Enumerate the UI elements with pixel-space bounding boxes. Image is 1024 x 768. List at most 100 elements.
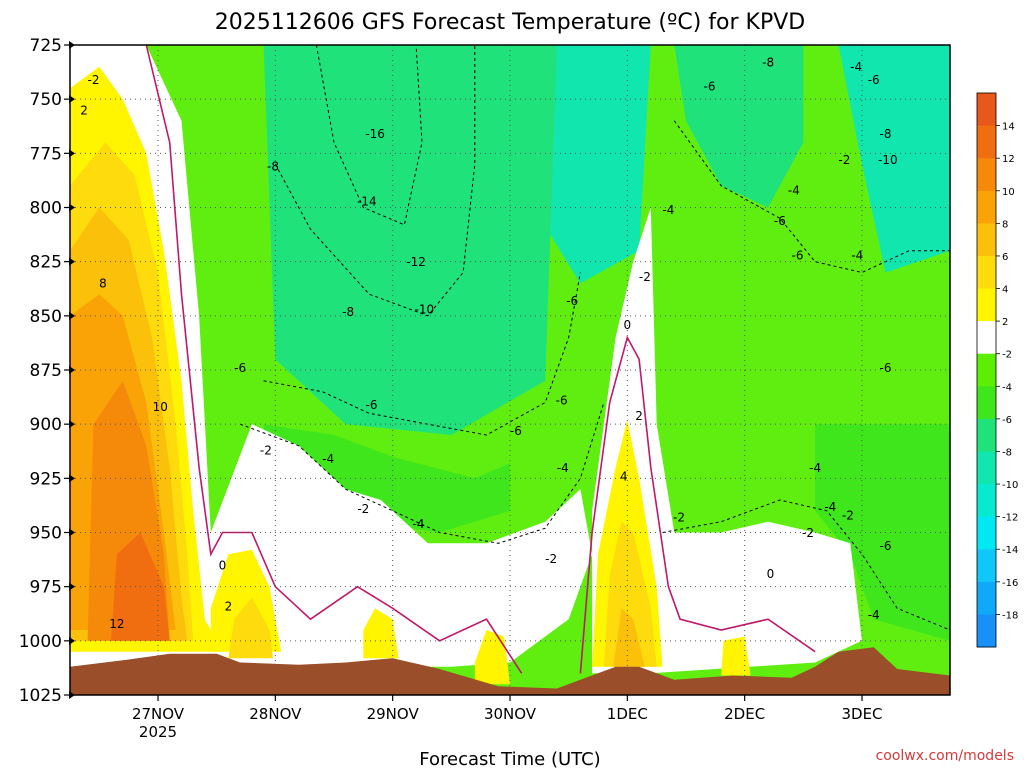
contour-minus2-main xyxy=(239,402,605,544)
colorbar-tick-label: -14 xyxy=(1002,545,1018,556)
colorbar-swatch xyxy=(977,125,996,159)
colorbar-tick-label: -18 xyxy=(1002,610,1018,621)
contour-label: 0 xyxy=(767,567,775,581)
colorbar-swatch xyxy=(977,484,996,518)
chart-title: 2025112606 GFS Forecast Temperature (ºC)… xyxy=(215,10,806,35)
y-tick-label: 750 xyxy=(30,90,62,110)
colorbar-swatch xyxy=(977,353,996,387)
contour-labels: -2 2 8 10 12 0 2 -2 -6 -8 -16 -14 -12 -10 -8 -6 -4 -2 -4 -6… xyxy=(80,56,897,631)
y-tick-arrow xyxy=(69,691,75,699)
colorbar-swatch xyxy=(977,93,996,127)
contour-label: -4 xyxy=(868,608,880,622)
y-tick-arrow xyxy=(69,257,75,266)
y-tick-arrow xyxy=(69,311,75,320)
colorbar-tick-label: -16 xyxy=(1002,578,1018,589)
warm-tongue-white-left xyxy=(70,45,593,667)
contour-label: -2 xyxy=(260,444,272,458)
contour-label: -4 xyxy=(850,60,862,74)
warm-pocket-dec2 xyxy=(721,636,751,676)
contour-label: -6 xyxy=(556,394,568,408)
colorbar-swatch xyxy=(977,614,996,648)
x-tick-label: 2DEC xyxy=(724,705,765,723)
contour-label: -8 xyxy=(267,160,279,174)
contour-label: -6 xyxy=(566,294,578,308)
contour-label: -4 xyxy=(788,184,800,198)
y-tick-arrow xyxy=(69,149,75,158)
colorbar-tick-label: -10 xyxy=(1002,480,1018,491)
contour-label: 10 xyxy=(153,400,168,414)
colorbar-swatch xyxy=(977,549,996,583)
y-tick-arrow xyxy=(69,203,75,212)
colorbar-tick-label: 6 xyxy=(1002,252,1008,263)
warm-tongue-white-right xyxy=(592,207,862,674)
warm-region-6-dec1 xyxy=(613,608,645,667)
y-tick-label: 1025 xyxy=(19,686,62,706)
colorbar-tick-label: 4 xyxy=(1002,285,1008,296)
contour-minus6-east xyxy=(673,120,950,274)
east-region-minus10 xyxy=(838,45,950,273)
warm-pocket-29nov xyxy=(363,608,399,659)
contour-label: -2 xyxy=(802,526,814,540)
contour-label: -6 xyxy=(774,214,786,228)
y-tick-label: 925 xyxy=(30,469,62,489)
contour-label: 2 xyxy=(635,409,643,423)
y-tick-arrow xyxy=(69,636,75,645)
plot-area: -2 2 8 10 12 0 2 -2 -6 -8 -16 -14 -12 -10 -8 -6 -4 -2 -4 -6… xyxy=(69,44,951,696)
contour-label: -2 xyxy=(357,502,369,516)
contour-label: -4 xyxy=(824,500,836,514)
colorbar-swatch xyxy=(977,321,996,355)
contour-label: -2 xyxy=(639,270,651,284)
colorbar-tick-label: -8 xyxy=(1002,447,1012,458)
y-tick-label: 875 xyxy=(30,361,62,381)
contour-label: -2 xyxy=(88,73,100,87)
contour-label: -6 xyxy=(880,361,892,375)
contour-label: -6 xyxy=(510,424,522,438)
colorbar-tick-label: 8 xyxy=(1002,219,1008,230)
y-tick-label: 900 xyxy=(30,415,62,435)
y-tick-arrow xyxy=(69,582,75,591)
warm-pocket-30nov xyxy=(474,630,510,685)
y-tick-label: 775 xyxy=(30,144,62,164)
contour-label: 8 xyxy=(99,277,107,291)
colorbar-swatch xyxy=(977,158,996,192)
y-axis: 725 750 775 800 825 850 875 900 925 950 975 1000 102… xyxy=(19,36,75,706)
contour-label: -8 xyxy=(762,56,774,70)
x-axis-label: Forecast Time (UTC) xyxy=(419,749,600,768)
colorbar-tick-label: 12 xyxy=(1002,154,1015,165)
east-region-minus6-low xyxy=(815,424,950,641)
warm-pocket-28nov-inner xyxy=(228,597,273,659)
x-tick-label: 30NOV xyxy=(484,705,537,723)
colorbar-tick-label: 10 xyxy=(1002,187,1015,198)
colorbar-swatch xyxy=(977,516,996,550)
x-tick-label: 1DEC xyxy=(607,705,648,723)
colorbar-tick-label: 14 xyxy=(1002,122,1015,133)
contour-label: -2 xyxy=(545,552,557,566)
contour-label: -4 xyxy=(851,249,863,263)
y-tick-label: 950 xyxy=(30,524,62,544)
contour-label: -6 xyxy=(880,539,892,553)
contour-label: 4 xyxy=(620,470,628,484)
contour-label: -2 xyxy=(842,509,854,523)
y-tick-arrow xyxy=(69,420,75,429)
contour-zero-dec1 xyxy=(579,335,816,674)
contour-label: -12 xyxy=(406,255,426,269)
colorbar-swatch xyxy=(977,223,996,257)
colorbar: 14 12 10 8 6 4 2 -2 -4 -6 -8 -10 -12 -14 -16 -18 xyxy=(976,92,1018,648)
contour-minus4-east xyxy=(662,499,951,631)
y-tick-label: 1000 xyxy=(19,632,62,652)
contour-label: -2 xyxy=(838,153,850,167)
colorbar-frame xyxy=(976,92,997,648)
contour-label: -6 xyxy=(234,361,246,375)
ground-layer xyxy=(70,647,950,695)
colorbar-tick-label: -4 xyxy=(1002,382,1012,393)
colorbar-swatch xyxy=(977,418,996,452)
contour-label: -8 xyxy=(342,305,354,319)
y-tick-arrow xyxy=(69,41,75,49)
east-region-minus8 xyxy=(674,45,804,208)
x-tick-label: 28NOV xyxy=(249,705,302,723)
contour-label: -10 xyxy=(414,303,434,317)
contour-label: -6 xyxy=(366,398,378,412)
contour-label: -4 xyxy=(322,452,334,466)
